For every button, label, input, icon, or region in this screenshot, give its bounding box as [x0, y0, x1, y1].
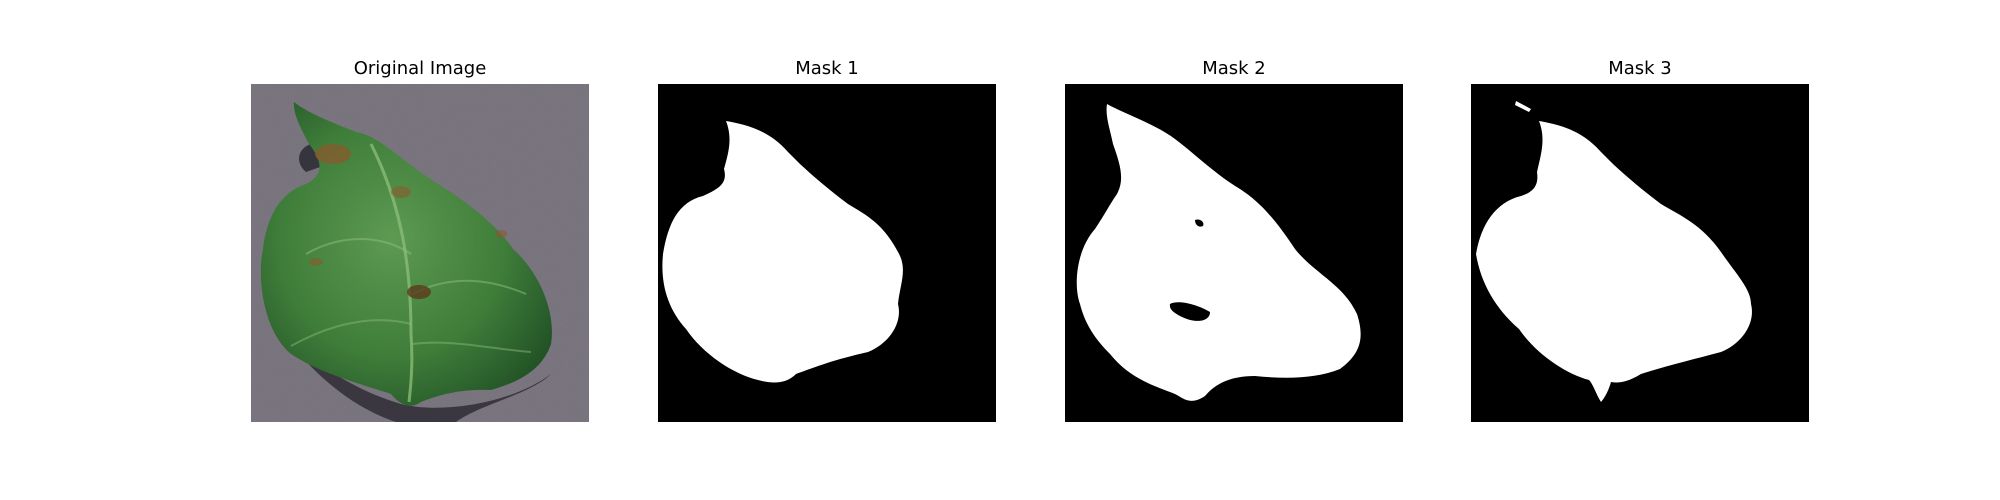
mask-2-image: [1065, 84, 1403, 422]
mask-1-region: [662, 121, 903, 383]
original-leaf-photo: [251, 84, 589, 422]
panel-title: Original Image: [353, 58, 487, 79]
panel-title: Mask 2: [1202, 58, 1266, 79]
panel-original-image: Original Image: [251, 0, 589, 500]
mask-2-region: [1076, 104, 1361, 401]
panel-title: Mask 1: [795, 58, 859, 79]
mask-1-image: [658, 84, 996, 422]
panel-mask-3: Mask 3: [1471, 0, 1809, 500]
mask-3-image: [1471, 84, 1809, 422]
panel-mask-2: Mask 2: [1065, 0, 1403, 500]
mask-3-region: [1476, 121, 1752, 402]
panel-mask-1: Mask 1: [658, 0, 996, 500]
panel-title: Mask 3: [1608, 58, 1672, 79]
mask-3-fleck: [1515, 101, 1531, 112]
